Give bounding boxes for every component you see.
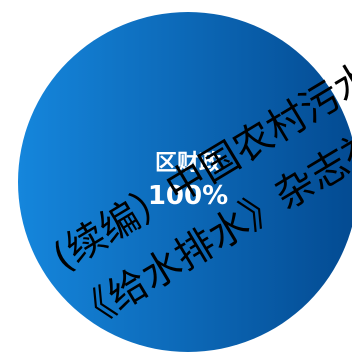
slice-label-name-0: 区财政 xyxy=(155,150,222,176)
slice-label-value-0: 100% xyxy=(148,181,228,211)
pie-slice-0 xyxy=(18,12,352,352)
